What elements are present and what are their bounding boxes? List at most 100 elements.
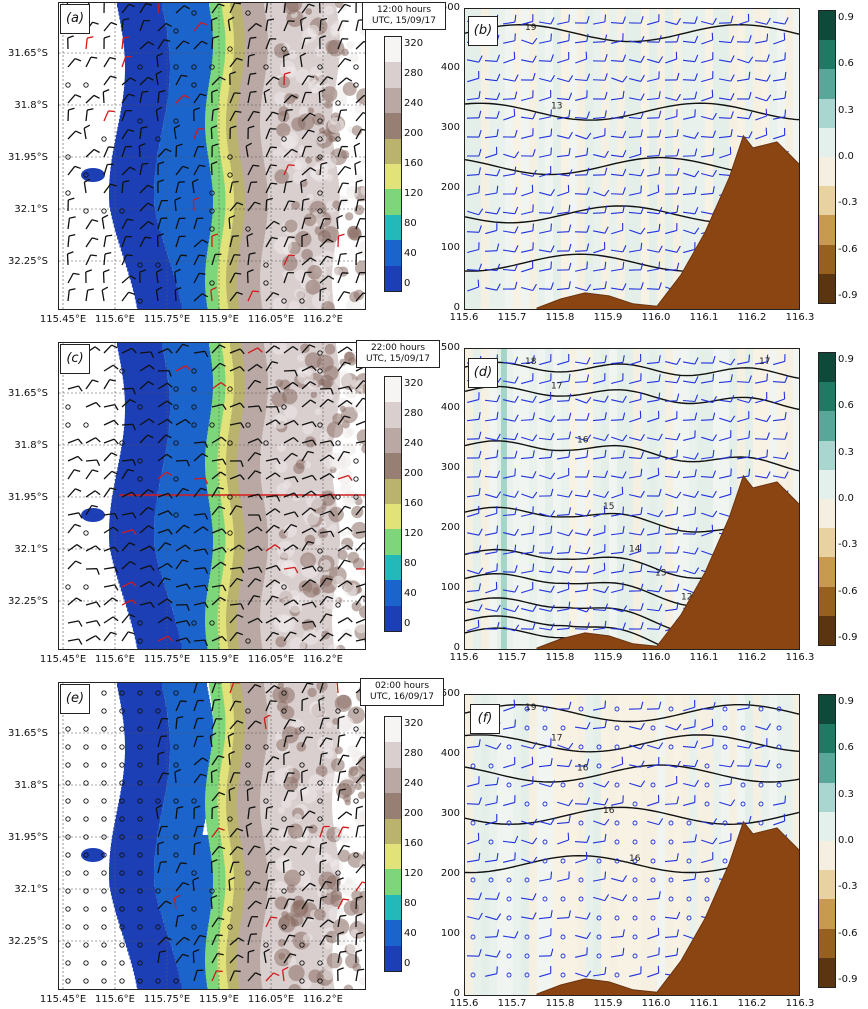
contour-label: 19 [525,703,537,713]
colorbar-tick-label: 280 [404,408,424,419]
colorbar-tick-label: 120 [404,868,424,879]
lon-tick-label: 116.05°E [247,654,295,665]
colorbar-swatch [819,244,835,274]
height-tick-label: 400 [440,62,460,73]
lon-tick-label: 116.2 [737,998,767,1009]
contour-label: 18 [525,357,537,367]
colorbar-tick-label: 240 [404,778,424,789]
colorbar-swatch [385,62,401,88]
colorbar-swatch [819,186,835,216]
colorbar-swatch [385,163,401,190]
lon-tick-label: 115.45°E [39,994,87,1005]
time-line-1: 02:00 hours [374,681,430,691]
lon-tick-label: 115.45°E [39,314,87,325]
time-line-1: 22:00 hours [370,343,426,353]
lat-tick-label: 31.8°S [14,780,48,791]
cross-section-plot: 18171615141312111017 [465,349,799,649]
colorbar-swatch [385,402,401,428]
colorbar-tick-label: 280 [404,748,424,759]
height-tick-label: 500 [440,2,460,13]
lat-tick-label: 31.95°S [8,492,48,503]
colorbar-swatch [819,870,835,900]
terrain-map [59,3,365,309]
colorbar-swatch [819,724,835,754]
colorbar-swatch [385,377,401,403]
time-stamp-e: 02:00 hours UTC, 16/09/17 [360,678,444,706]
colorbar-tick-label: 80 [404,218,417,229]
lon-tick-label: 115.6°E [95,654,135,665]
contour-label: 16 [577,436,589,446]
height-tick-label: 500 [440,342,460,353]
terrain-map [59,683,365,989]
contour-label: 16 [603,806,615,816]
height-tick-label: 200 [440,522,460,533]
terrain-map [59,343,365,649]
colorbar-swatch [385,138,401,164]
colorbar-tick-label: 40 [404,588,417,599]
colorbar-tick-label: 0.0 [838,493,854,504]
lon-tick-label: 116.2 [737,652,767,663]
colorbar-tick-label: 160 [404,838,424,849]
lon-tick-label: 115.6 [449,652,479,663]
colorbar-tick-label: -0.3 [838,881,858,893]
contour-label: 17 [551,733,562,743]
time-stamp-a: 12:00 hours UTC, 15/09/17 [362,2,446,30]
colorbar-tick-label: 80 [404,558,417,569]
cross-section-b: 19 13 [464,8,800,310]
colorbar-tick-label: 200 [404,468,424,479]
colorbar-swatch [385,793,401,819]
panel-label-e: (e) [60,684,90,714]
lon-tick-label: 115.8 [545,312,575,323]
colorbar-tick-label: 0.0 [838,151,854,162]
height-tick-label: 100 [440,242,460,253]
lon-tick-label: 116.0 [641,312,671,323]
colorbar-tick-label: -0.6 [838,243,858,255]
height-tick-label: 400 [440,748,460,759]
lat-tick-label: 31.95°S [8,832,48,843]
lon-tick-label: 115.9°E [199,654,239,665]
colorbar-swatch [819,40,835,70]
height-tick-label: 100 [440,582,460,593]
colorbar-tick-label: 0 [404,278,411,289]
lon-tick-label: 115.6 [449,998,479,1009]
colorbar-tick-label: 0.9 [838,12,854,23]
colorbar-swatch [819,11,835,41]
colorbar-tick-label: 40 [404,928,417,939]
terrain-profile [536,820,799,995]
colorbar-swatch [385,427,401,454]
lon-tick-label: 115.6 [449,312,479,323]
lon-tick-label: 115.9 [593,312,623,323]
lat-tick-label: 32.25°S [8,596,48,607]
lon-tick-label: 116.2°E [303,654,343,665]
contour-label: 17 [759,357,770,367]
colorbar-swatch [385,554,401,581]
lon-tick-label: 115.75°E [143,994,191,1005]
height-tick-label: 300 [440,122,460,133]
height-tick-label: 100 [440,928,460,939]
colorbar-swatch [385,265,401,291]
panel-label-a: (a) [60,4,90,34]
colorbar-swatch [819,215,835,245]
colorbar-tick-label: -0.6 [838,585,858,597]
colorbar-swatch [819,615,835,645]
colorbar-swatch [385,240,401,266]
colorbar-swatch [819,440,835,470]
contour-label: 14 [629,544,641,554]
lon-tick-label: 115.75°E [143,654,191,665]
colorbar-swatch [819,840,835,871]
lat-tick-label: 31.65°S [8,728,48,739]
lon-tick-label: 115.75°E [143,314,191,325]
colorbar-tick-label: 320 [404,38,424,49]
colorbar-tick-label: -0.9 [838,974,858,985]
colorbar-tick-label: 40 [404,248,417,259]
lon-tick-label: 116.1 [689,998,719,1009]
colorbar-swatch [385,37,401,63]
colorbar-tick-label: 0.3 [838,446,854,458]
panel-label-f: (f) [470,704,500,734]
colorbar-swatch [385,189,401,215]
vertical-velocity-colorbar [818,694,836,988]
lat-tick-label: 32.25°S [8,256,48,267]
colorbar-tick-label: 0.3 [838,104,854,116]
terrain-colorbar [384,376,402,632]
